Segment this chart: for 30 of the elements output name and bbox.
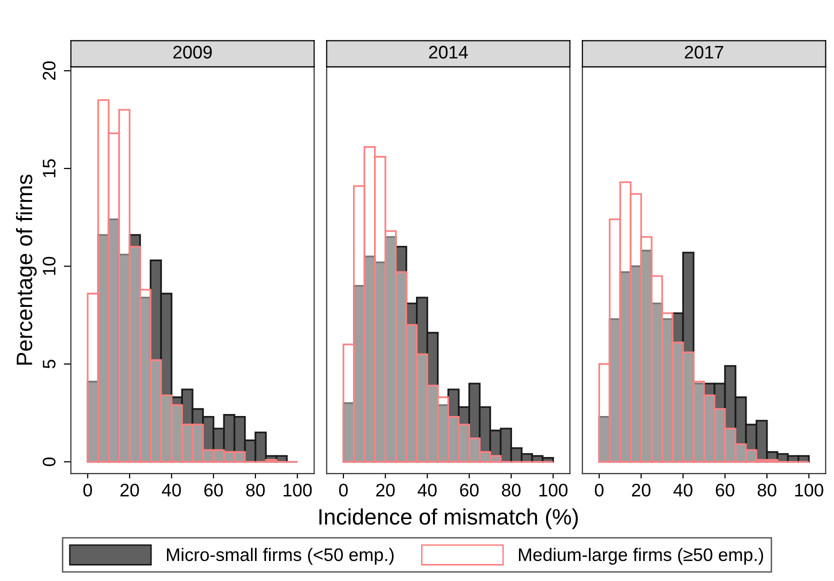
- y-tick-label: 15: [42, 159, 56, 178]
- chart-title: 2017: [684, 46, 724, 59]
- x-tick-label: 40: [673, 484, 692, 496]
- x-tick-label: 20: [632, 484, 650, 496]
- x-tick-label: 80: [246, 484, 265, 496]
- y-tick-label: 20: [42, 61, 56, 80]
- y-tick-label: 5: [42, 360, 56, 368]
- x-tick-label: 20: [120, 484, 139, 496]
- y-tick-label: 10: [42, 256, 56, 275]
- chart-title: 2009: [173, 46, 212, 59]
- x-tick-label: 20: [376, 484, 395, 496]
- legend-label: Micro-small firms (<50 emp.): [166, 548, 394, 565]
- x-tick-label: 0: [339, 484, 348, 496]
- y-tick-label: 0: [42, 457, 56, 466]
- x-tick-label: 80: [758, 484, 776, 496]
- x-tick-label: 100: [539, 484, 568, 496]
- x-tick-label: 60: [716, 484, 734, 496]
- x-tick-label: 0: [83, 484, 92, 496]
- legend-label: Medium-large firms (≥50 emp.): [518, 548, 764, 565]
- chart-title: 2014: [429, 46, 468, 59]
- x-tick-label: 0: [594, 484, 604, 496]
- x-tick-label: 40: [418, 484, 437, 496]
- x-tick-label: 60: [460, 484, 479, 496]
- x-axis-title: Incidence of mismatch (%): [319, 508, 578, 530]
- x-tick-label: 80: [502, 484, 521, 496]
- x-tick-label: 100: [795, 484, 824, 496]
- x-tick-label: 60: [204, 484, 223, 496]
- x-tick-label: 100: [284, 484, 312, 496]
- y-axis-title: Percentage of firms: [16, 174, 37, 365]
- x-tick-label: 40: [162, 484, 181, 496]
